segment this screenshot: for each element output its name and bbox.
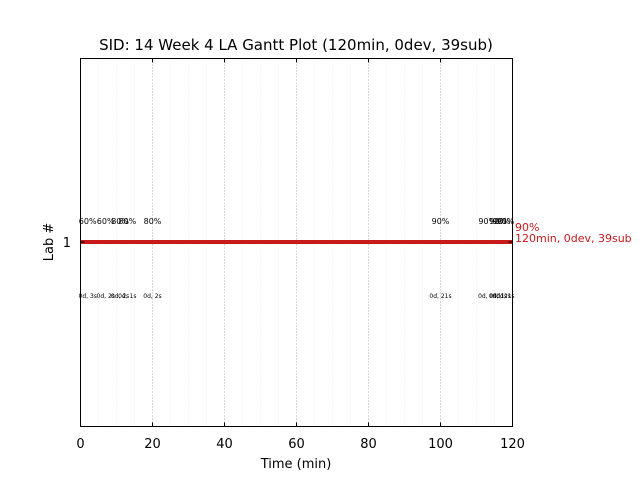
event-percent-label: 90%: [489, 217, 507, 226]
event-time-label: 0d, 2s: [143, 293, 161, 300]
event-time-label: 0d, 2s: [493, 293, 511, 300]
event-percent-label: 90%: [478, 217, 496, 226]
event-time-label: 0d, 1s: [496, 293, 514, 300]
event-percent-label: 60%: [97, 217, 115, 226]
end-label-line2: 120min, 0dev, 39sub: [515, 232, 632, 245]
chart-title: SID: 14 Week 4 LA Gantt Plot (120min, 0d…: [99, 36, 493, 54]
x-tick-label: 100: [428, 437, 453, 452]
event-layer: 60% 0d, 3s 60% 0d, 2s 80% 0d, 2s 80% 0d, 1s 80% 0…: [79, 217, 515, 300]
event-percent-label: 90%: [496, 217, 514, 226]
event-time-label: 0d, 3s: [79, 293, 97, 300]
x-axis-label: Time (min): [260, 457, 332, 472]
event-percent-label: 80%: [111, 217, 129, 226]
event-percent-label: 90%: [493, 217, 511, 226]
event-time-label: 0d, 1s: [118, 293, 136, 300]
event-time-label: 0d, 2s: [111, 293, 129, 300]
y-axis: 1: [63, 236, 513, 251]
y-tick-label: 1: [63, 236, 71, 251]
x-tick-label: 0: [76, 437, 84, 452]
x-tick-label: 80: [360, 437, 377, 452]
x-tick-label: 20: [144, 437, 161, 452]
x-tick-label: 40: [216, 437, 233, 452]
event-time-label: 0d, 2s: [97, 293, 115, 300]
event-percent-label: 80%: [118, 217, 136, 226]
event-time-label: 0d, 1s: [489, 293, 507, 300]
event-time-label: 0d, 0s: [478, 293, 496, 300]
event-time-label: 0d, 21s: [429, 293, 451, 300]
y-axis-label: Lab #: [42, 223, 57, 262]
x-tick-label: 120: [500, 437, 525, 452]
x-tick-label: 60: [288, 437, 305, 452]
event-percent-label: 60%: [79, 217, 97, 226]
event-percent-label: 90%: [432, 217, 450, 226]
end-label-line1: 90%: [515, 221, 539, 234]
event-percent-label: 80%: [144, 217, 162, 226]
x-axis: 0 20 40 60 80 100 120: [76, 58, 525, 452]
